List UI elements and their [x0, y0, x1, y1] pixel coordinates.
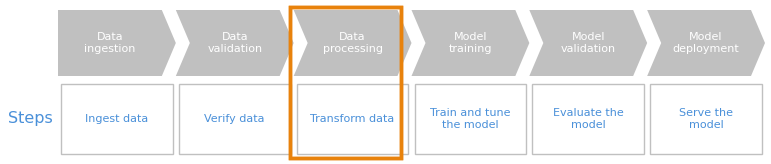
- Text: Model
validation: Model validation: [561, 32, 616, 54]
- Text: Data
processing: Data processing: [322, 32, 382, 54]
- Bar: [290, 7, 401, 157]
- Bar: [297, 84, 409, 154]
- Text: Verify data: Verify data: [204, 114, 265, 124]
- Text: Train and tune
the model: Train and tune the model: [430, 108, 510, 130]
- Bar: [290, 7, 401, 157]
- Text: Data
ingestion: Data ingestion: [84, 32, 136, 54]
- Bar: [532, 84, 644, 154]
- Text: Model
deployment: Model deployment: [673, 32, 739, 54]
- Text: Serve the
model: Serve the model: [679, 108, 733, 130]
- Text: Evaluate the
model: Evaluate the model: [553, 108, 624, 130]
- Text: Data
validation: Data validation: [207, 32, 262, 54]
- Bar: [179, 84, 291, 154]
- Text: Model
training: Model training: [449, 32, 492, 54]
- Text: Steps: Steps: [8, 112, 52, 126]
- Polygon shape: [294, 10, 412, 76]
- Polygon shape: [412, 10, 530, 76]
- Bar: [650, 84, 762, 154]
- Polygon shape: [58, 10, 176, 76]
- Polygon shape: [530, 10, 647, 76]
- Bar: [61, 84, 173, 154]
- Bar: [415, 84, 527, 154]
- Bar: [290, 7, 401, 157]
- Polygon shape: [647, 10, 765, 76]
- Text: Transform data: Transform data: [311, 114, 395, 124]
- Polygon shape: [176, 10, 294, 76]
- Text: Ingest data: Ingest data: [86, 114, 149, 124]
